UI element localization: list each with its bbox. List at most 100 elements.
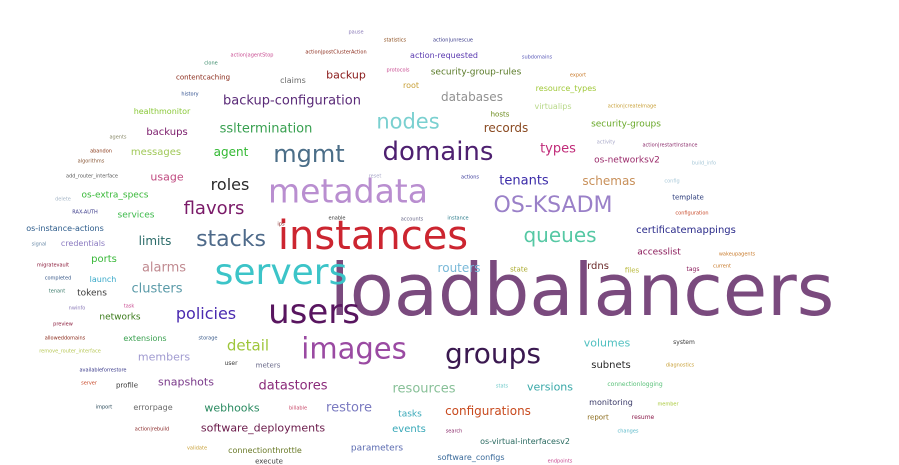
word: accounts [400,216,424,223]
word: versions [526,380,574,394]
word: tenant [48,288,66,295]
word: instances [277,213,469,259]
word: preview [53,321,73,328]
word: changes [617,428,639,435]
word: mgmt [273,140,345,168]
word: services [117,210,155,221]
word: datastores [258,378,328,394]
word: protocols [386,67,410,74]
word: stacks [196,227,266,252]
word: signal [31,241,47,248]
word: add_router_interface [66,173,118,180]
word: monitoring [589,398,633,407]
word: launch [89,275,117,284]
word: profile [115,381,139,390]
word: build_info [691,160,717,167]
word: system [673,339,695,346]
word: alloweddomains [44,335,86,342]
word: security-groups [591,119,661,130]
word: records [483,121,529,135]
word: meters [255,361,281,370]
word: export [569,72,587,79]
word: users [268,292,360,332]
word: usage [150,170,184,184]
word: actions [461,174,479,181]
word: software_deployments [200,421,326,435]
word: server [81,380,97,387]
word: snapshots [158,375,214,389]
word: contentcaching [175,73,231,82]
word: billable [288,405,308,412]
word: backup-configuration [223,93,361,109]
word: root [402,81,420,90]
word: history [181,91,199,98]
word: action|postClusterAction [305,49,367,56]
word: sslterminati​on [219,121,313,137]
word: ips [277,221,285,228]
word: tokens [77,288,107,299]
word: action|unrescue [432,37,474,44]
word: enable [328,215,346,222]
word: completed [44,275,72,282]
word: config [664,178,680,185]
word: storage [198,335,218,342]
word: virtualips [534,102,572,111]
word: configuration [675,210,709,217]
word: webhooks [204,401,260,415]
word: messages [130,147,182,158]
word: limits [138,234,172,248]
word: certificatemappings [636,225,736,236]
word: remove_router_interface [39,348,101,355]
word: delete [55,196,71,203]
word: diagnostics [665,362,695,369]
word: statistics [383,37,407,44]
word: action|agentStop [230,52,274,59]
word: events [392,424,426,435]
word: subdomains [521,54,553,61]
word: clone [204,60,218,67]
word: images [301,331,407,366]
word: os-virtual-interfacesv2 [480,437,570,446]
word: loadbalancers [329,248,835,332]
word: databases [441,90,503,104]
word: agents [109,134,127,141]
word: claims [280,76,306,85]
word: availableforrestore [79,367,127,374]
word: errorpage [133,403,173,412]
word: files [624,266,640,275]
word: restore [326,400,372,416]
word: action|rebuild [134,426,170,433]
word: software_configs [437,453,505,462]
word: algorithms [77,158,105,165]
word: migratevault [36,262,70,269]
word: instance [447,215,469,222]
word: types [540,141,576,157]
word: os-networksv2 [594,155,660,166]
word: OS-KSADM [493,193,613,218]
word: tenants [499,173,549,189]
word: abandon [90,148,112,155]
word: policies [175,304,237,323]
word: alarms [141,260,187,276]
word: domains [382,137,494,167]
word: nodes [376,109,440,134]
word: extensions [123,334,167,343]
word: os-extra_specs [81,190,149,201]
word: state [510,265,528,274]
word: queues [523,223,597,247]
word: stats [495,383,509,390]
word: networks [99,312,141,323]
word: reset [368,173,382,180]
word: flavors [183,198,245,219]
word: import [95,404,113,411]
word: current [712,263,732,270]
word: healthmonitor [133,107,191,116]
word: groups [445,337,541,370]
word: resources [392,381,456,397]
word: action|restartInstance [642,142,698,149]
word: user [224,360,238,367]
word: action|createImage [607,103,657,110]
word: member [657,401,679,408]
word: tasks [398,409,422,420]
